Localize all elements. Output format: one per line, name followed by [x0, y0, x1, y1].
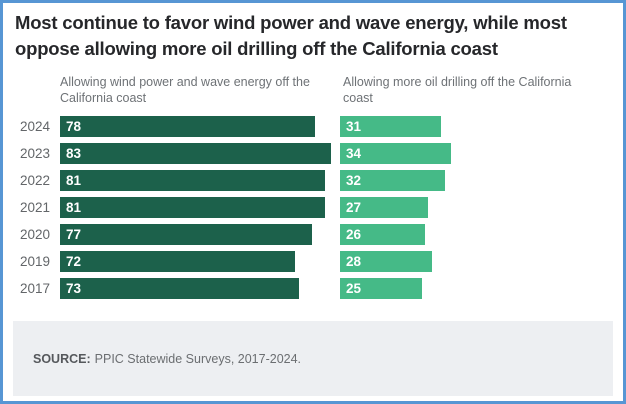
bar-track-oil-drilling: 34 [340, 143, 623, 164]
year-label: 2022 [19, 173, 50, 188]
year-label: 2021 [19, 200, 50, 215]
bar-wind-wave: 81 [60, 170, 325, 191]
bar-value-label: 77 [66, 227, 82, 242]
bar-track-wind-wave: 81 [60, 170, 340, 191]
bar-oil-drilling: 26 [340, 224, 426, 245]
bar-oil-drilling: 28 [340, 251, 432, 272]
bar-oil-drilling: 34 [340, 143, 452, 164]
bar-track-wind-wave: 83 [60, 143, 340, 164]
bar-value-label: 78 [66, 119, 82, 134]
bar-value-label: 32 [346, 173, 362, 188]
bar-value-label: 25 [346, 281, 362, 296]
chart-title: Most continue to favor wind power and wa… [15, 12, 567, 59]
bar-track-wind-wave: 77 [60, 224, 340, 245]
bar-value-label: 83 [66, 146, 82, 161]
chart-row: 2021 81 27 [12, 197, 623, 218]
bar-wind-wave: 77 [60, 224, 312, 245]
series-label-oil-drilling: Allowing more oil drilling off the Calif… [343, 75, 572, 105]
bar-value-label: 28 [346, 254, 362, 269]
bar-value-label: 26 [346, 227, 362, 242]
bar-value-label: 27 [346, 200, 362, 215]
bar-wind-wave: 83 [60, 143, 332, 164]
series-headers: Allowing wind power and wave energy off … [60, 74, 623, 106]
bar-track-wind-wave: 73 [60, 278, 340, 299]
bar-oil-drilling: 25 [340, 278, 422, 299]
chart-rows: 2024 78 31 2023 83 34 2022 81 32 2021 81 27 2020 77 26… [12, 116, 623, 299]
chart-row: 2024 78 31 [12, 116, 623, 137]
source-text: PPIC Statewide Surveys, 2017-2024. [94, 351, 302, 366]
bar-oil-drilling: 27 [340, 197, 429, 218]
bar-wind-wave: 73 [60, 278, 299, 299]
year-label: 2023 [19, 146, 50, 161]
bar-oil-drilling: 31 [340, 116, 442, 137]
bar-wind-wave: 78 [60, 116, 316, 137]
chart-row: 2019 72 28 [12, 251, 623, 272]
chart-row: 2023 83 34 [12, 143, 623, 164]
year-label: 2024 [19, 119, 50, 134]
bar-wind-wave: 72 [60, 251, 296, 272]
bar-track-wind-wave: 72 [60, 251, 340, 272]
chart-row: 2017 73 25 [12, 278, 623, 299]
source-note: SOURCE: PPIC Statewide Surveys, 2017-202… [13, 321, 613, 396]
bar-value-label: 81 [66, 200, 82, 215]
chart-row: 2022 81 32 [12, 170, 623, 191]
bar-oil-drilling: 32 [340, 170, 445, 191]
bar-value-label: 73 [66, 281, 82, 296]
year-label: 2017 [19, 281, 50, 296]
bar-track-wind-wave: 78 [60, 116, 340, 137]
bar-track-oil-drilling: 32 [340, 170, 623, 191]
year-label: 2020 [19, 227, 50, 242]
bar-track-oil-drilling: 26 [340, 224, 623, 245]
bar-value-label: 81 [66, 173, 82, 188]
series-label-wind-wave: Allowing wind power and wave energy off … [60, 75, 310, 105]
bar-value-label: 72 [66, 254, 82, 269]
bar-track-oil-drilling: 31 [340, 116, 623, 137]
bar-track-oil-drilling: 25 [340, 278, 623, 299]
bar-track-oil-drilling: 27 [340, 197, 623, 218]
bar-value-label: 34 [346, 146, 362, 161]
source-label: SOURCE: [33, 351, 91, 366]
bar-wind-wave: 81 [60, 197, 325, 218]
bar-value-label: 31 [346, 119, 362, 134]
chart-row: 2020 77 26 [12, 224, 623, 245]
bar-track-wind-wave: 81 [60, 197, 340, 218]
bar-track-oil-drilling: 28 [340, 251, 623, 272]
year-label: 2019 [19, 254, 50, 269]
